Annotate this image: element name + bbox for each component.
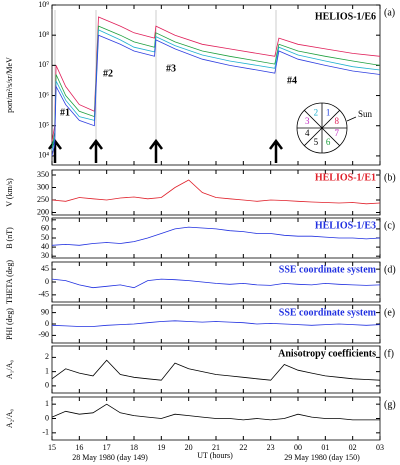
data-line bbox=[51, 179, 381, 205]
y-tick-label: 1 bbox=[45, 399, 49, 408]
data-line bbox=[51, 25, 381, 147]
x-tick-label: 17 bbox=[103, 443, 111, 452]
x-tick-label: 21 bbox=[212, 443, 220, 452]
date-label: 29 May 1980 (day 150) bbox=[284, 453, 360, 462]
y-axis-label: A₂/A₀ bbox=[5, 409, 14, 429]
y-tick-label: 10⁷ bbox=[38, 60, 49, 69]
x-tick-label: 00 bbox=[294, 443, 302, 452]
x-tick-label: 20 bbox=[185, 443, 193, 452]
x-axis-label: UT (hours) bbox=[197, 451, 233, 460]
x-tick-label: 23 bbox=[267, 443, 275, 452]
y-tick-label: 1 bbox=[45, 366, 49, 375]
panel-label: (e) bbox=[384, 307, 395, 318]
x-tick-label: 19 bbox=[157, 443, 165, 452]
y-tick-label: 0 bbox=[45, 277, 49, 286]
y-tick-label: 60 bbox=[41, 224, 49, 233]
x-tick-label: 15 bbox=[48, 443, 56, 452]
panel-label: (f) bbox=[384, 348, 394, 359]
sun-pointer bbox=[346, 116, 357, 122]
y-tick-label: 40 bbox=[41, 242, 49, 251]
y-tick-label: 0 bbox=[45, 413, 49, 422]
event-label: #3 bbox=[166, 63, 176, 74]
event-label: #4 bbox=[287, 75, 297, 86]
panel-label: (g) bbox=[384, 399, 396, 410]
sector-label: 4 bbox=[305, 128, 310, 138]
panel-title: Anisotropy coefficients bbox=[278, 348, 376, 359]
panel-title: SSE coordinate system bbox=[279, 307, 377, 318]
y-tick-label: 350 bbox=[37, 170, 49, 179]
y-tick-label: -1 bbox=[42, 428, 49, 437]
data-line bbox=[51, 403, 380, 421]
data-line bbox=[51, 16, 381, 142]
sector-label: 6 bbox=[326, 137, 331, 147]
date-label: 28 May 1980 (day 149) bbox=[72, 453, 148, 462]
panel-title: HELIOS-1/E1 bbox=[315, 172, 376, 183]
panel-label: (d) bbox=[384, 264, 396, 275]
data-line bbox=[51, 29, 381, 151]
y-axis-label: B (nT) bbox=[5, 227, 14, 249]
y-tick-label: 10⁹ bbox=[38, 0, 49, 9]
x-tick-label: 18 bbox=[130, 443, 138, 452]
panel-label: (b) bbox=[384, 172, 396, 183]
x-tick-label: 03 bbox=[376, 443, 384, 452]
y-tick-label: 50 bbox=[41, 233, 49, 242]
sector-label: 8 bbox=[335, 116, 340, 126]
event-markers bbox=[48, 10, 283, 163]
y-tick-label: 70 bbox=[41, 215, 49, 224]
panel-title: HELIOS-1/E6 bbox=[315, 11, 376, 22]
y-tick-label: 300 bbox=[37, 182, 49, 191]
panel-label: (a) bbox=[384, 7, 395, 18]
sector-label: 2 bbox=[314, 107, 319, 117]
data-line bbox=[51, 34, 381, 156]
y-tick-label: 200 bbox=[37, 207, 49, 216]
x-tick-label: 22 bbox=[239, 443, 247, 452]
event-arrow bbox=[149, 138, 163, 163]
sector-line bbox=[304, 110, 340, 146]
y-tick-label: 0 bbox=[45, 381, 49, 390]
y-tick-label: 10⁸ bbox=[38, 30, 49, 39]
event-label: #1 bbox=[60, 107, 70, 118]
x-tick-label: 16 bbox=[75, 443, 83, 452]
sector-label: 3 bbox=[305, 116, 310, 126]
event-arrow bbox=[269, 138, 283, 163]
y-tick-label: 2 bbox=[45, 352, 49, 361]
y-tick-label: 30 bbox=[41, 251, 49, 260]
y-tick-label: 90 bbox=[41, 307, 49, 316]
sector-label: 1 bbox=[326, 107, 331, 117]
y-tick-label: 10⁶ bbox=[38, 90, 49, 99]
y-tick-label: 0 bbox=[45, 319, 49, 328]
y-tick-label: 10⁴ bbox=[38, 151, 49, 160]
y-tick-label: 10⁵ bbox=[38, 121, 49, 130]
event-arrow bbox=[89, 138, 103, 163]
y-tick-label: -90 bbox=[38, 330, 49, 339]
data-line bbox=[51, 226, 381, 246]
y-tick-label: -45 bbox=[38, 290, 49, 299]
event-label: #2 bbox=[103, 68, 113, 79]
sector-label: 5 bbox=[314, 137, 319, 147]
data-line bbox=[51, 320, 381, 327]
x-tick-label: 01 bbox=[321, 443, 329, 452]
y-axis-label: THETA (deg) bbox=[5, 260, 14, 304]
sector-diagram bbox=[296, 102, 357, 154]
sun-label: Sun bbox=[358, 109, 373, 119]
data-line bbox=[51, 359, 381, 381]
panel-title: SSE coordinate system bbox=[279, 264, 377, 275]
panel-title: HELIOS-1/E3 bbox=[315, 220, 376, 231]
sector-label: 7 bbox=[335, 128, 340, 138]
y-tick-label: 250 bbox=[37, 195, 49, 204]
data-line bbox=[51, 278, 381, 289]
x-tick-label: 02 bbox=[349, 443, 357, 452]
y-axis-label: PHI (deg) bbox=[5, 308, 14, 340]
panel-label: (c) bbox=[384, 220, 395, 231]
y-axis-label: V (km/s) bbox=[5, 178, 14, 207]
y-axis-label: port/m²/s/sr/MeV bbox=[5, 57, 14, 113]
y-tick-label: 45 bbox=[41, 264, 49, 273]
y-axis-label: A₁/A₀ bbox=[5, 360, 14, 380]
